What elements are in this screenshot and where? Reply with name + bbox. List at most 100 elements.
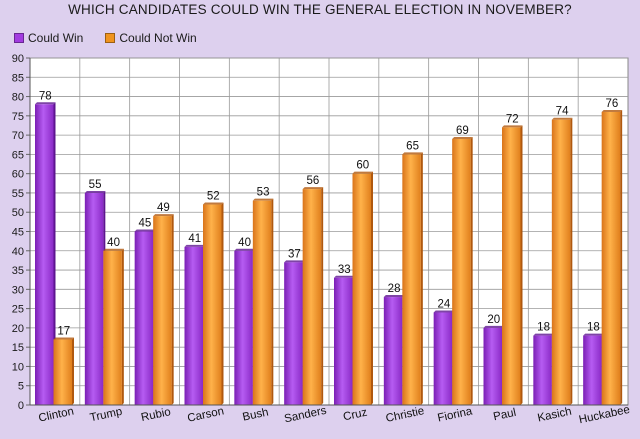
bar-top <box>383 295 405 298</box>
bar <box>433 312 453 405</box>
bar-top <box>284 260 305 263</box>
y-tick-label: 90 <box>12 53 24 65</box>
legend-label-could-win: Could Win <box>28 31 84 45</box>
bar-top <box>103 248 124 251</box>
bar <box>334 277 353 405</box>
y-tick-label: 5 <box>18 381 24 393</box>
bar-top <box>134 229 156 232</box>
plot-area: 0 5 10 15 20 25 30 35 40 45 50 55 60 65 70 75 80 85 90 78 17… <box>12 53 631 426</box>
bar <box>533 335 552 405</box>
bar-top <box>35 102 56 105</box>
bar-top <box>483 325 504 328</box>
data-label: 74 <box>556 106 569 118</box>
data-label: 60 <box>356 160 369 172</box>
x-tick-label: Huckabee <box>578 404 631 427</box>
legend-item-could-win: Could Win <box>14 31 83 45</box>
bar-side <box>221 202 224 405</box>
y-tick-label: 40 <box>12 246 24 258</box>
bar <box>383 297 403 405</box>
y-tick-label: 10 <box>12 361 24 373</box>
bar-top <box>153 214 174 217</box>
legend-item-could-not-win: Could Not Win <box>105 31 197 45</box>
data-label: 17 <box>57 325 70 337</box>
bar-side <box>53 102 56 406</box>
data-label: 78 <box>39 90 52 102</box>
data-label: 33 <box>338 264 351 276</box>
x-tick-label: Christie <box>385 405 426 425</box>
bar <box>352 173 371 405</box>
x-tick-label: Clinton <box>38 405 76 424</box>
y-tick-label: 70 <box>12 130 24 142</box>
bar <box>84 192 104 405</box>
bar <box>452 138 471 405</box>
data-label: 53 <box>257 187 270 199</box>
bar-side <box>271 198 274 405</box>
data-label: 24 <box>438 298 451 310</box>
y-tick-label: 45 <box>12 227 24 239</box>
bar-top <box>184 244 205 247</box>
chart-legend: Could Win Could Not Win <box>14 31 219 45</box>
x-tick-label: Sanders <box>283 405 328 426</box>
bar <box>103 250 122 405</box>
data-label: 45 <box>139 218 152 230</box>
y-tick-label: 0 <box>18 400 24 412</box>
bar-side <box>470 136 473 405</box>
y-tick-label: 60 <box>12 169 24 181</box>
bar-top <box>234 248 255 251</box>
legend-swatch-could-win <box>14 33 24 43</box>
y-tick-label: 75 <box>12 111 24 123</box>
data-label: 72 <box>506 113 519 125</box>
y-tick-label: 80 <box>12 92 24 104</box>
bar-top <box>551 117 573 120</box>
bar <box>184 246 203 405</box>
x-tick-label: Rubio <box>140 406 172 424</box>
bar-side <box>570 117 573 405</box>
x-tick-label: Bush <box>242 406 270 423</box>
chart-title: WHICH CANDIDATES COULD WIN THE GENERAL E… <box>68 2 572 17</box>
x-tick-label: Trump <box>89 406 124 425</box>
legend-label-could-not-win: Could Not Win <box>119 31 197 45</box>
bar <box>502 127 521 406</box>
bar-side <box>121 248 124 405</box>
data-label: 56 <box>307 175 320 187</box>
data-label: 40 <box>238 237 251 249</box>
legend-swatch-could-not-win <box>105 33 116 43</box>
bar-top <box>203 202 224 205</box>
y-tick-label: 20 <box>12 323 24 335</box>
data-label: 65 <box>406 140 419 152</box>
data-label: 76 <box>606 98 619 110</box>
x-tick-label: Paul <box>492 407 517 424</box>
data-label: 28 <box>388 283 401 295</box>
y-tick-label: 25 <box>12 304 24 316</box>
bar-top <box>252 198 274 201</box>
bar-top <box>302 187 324 190</box>
bar-side <box>72 337 74 405</box>
x-tick-label: Kasich <box>536 406 572 425</box>
bar-side <box>420 152 423 405</box>
bar-top <box>452 136 473 139</box>
bar-top <box>352 171 373 174</box>
bar <box>583 335 602 405</box>
y-tick-label: 35 <box>12 265 24 277</box>
bar-top <box>601 109 623 112</box>
bar-side <box>620 109 623 405</box>
bar <box>35 104 54 406</box>
bar <box>551 119 571 405</box>
bar-side <box>520 125 523 406</box>
y-tick-label: 85 <box>12 72 24 84</box>
y-tick-label: 65 <box>12 149 24 161</box>
data-label: 18 <box>587 322 600 334</box>
data-label: 40 <box>107 237 120 249</box>
bar <box>483 327 502 405</box>
x-tick-label: Carson <box>186 405 225 424</box>
bar-top <box>84 190 106 193</box>
data-label: 18 <box>537 322 550 334</box>
data-label: 37 <box>288 248 301 260</box>
bar <box>284 262 303 405</box>
bar <box>252 200 272 405</box>
bar-top <box>402 152 423 155</box>
x-tick-label: Fiorina <box>437 405 474 424</box>
x-tick-label: Cruz <box>342 407 368 424</box>
bar-top <box>583 333 604 336</box>
data-label: 41 <box>188 233 201 245</box>
